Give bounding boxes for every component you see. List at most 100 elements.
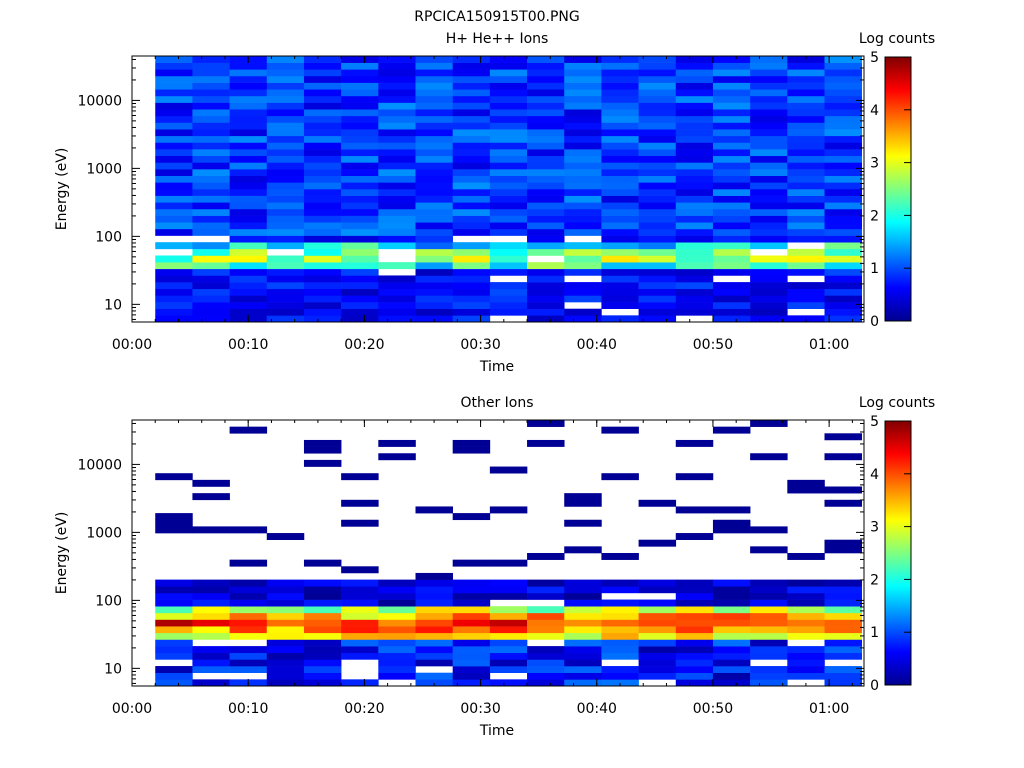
heatmap-cell — [787, 95, 825, 103]
x-tick-label: 00:50 — [693, 701, 733, 717]
heatmap-cell — [601, 315, 639, 323]
heatmap-cells — [155, 420, 862, 687]
heatmap-cell — [787, 248, 825, 256]
heatmap-cell — [564, 646, 602, 654]
heatmap-cell — [787, 486, 825, 494]
heatmap-cell — [638, 169, 677, 176]
heatmap-cell — [787, 75, 825, 83]
heatmap-cell — [452, 149, 491, 157]
heatmap-cell — [415, 75, 453, 83]
heatmap-cell — [229, 619, 268, 627]
heatmap-cell — [750, 189, 788, 196]
heatmap-cell — [601, 579, 639, 587]
heatmap-cell — [229, 189, 268, 196]
heatmap-cell — [452, 175, 491, 183]
heatmap-cell — [638, 308, 677, 316]
heatmap-cell — [527, 235, 565, 243]
heatmap-cell — [601, 222, 639, 230]
heatmap-cell — [303, 62, 342, 70]
heatmap-cell — [415, 195, 453, 203]
heatmap-cell — [675, 182, 714, 190]
heatmap-cell — [192, 95, 230, 103]
heatmap-cell — [415, 315, 453, 323]
heatmap-cell — [675, 82, 714, 90]
heatmap-cell — [638, 626, 677, 634]
heatmap-cell — [601, 626, 639, 634]
heatmap-cell — [675, 288, 714, 296]
heatmap-cell — [155, 639, 193, 647]
heatmap-cell — [787, 109, 825, 117]
heatmap-cell — [266, 155, 305, 163]
heatmap-cell — [489, 82, 528, 90]
heatmap-cell — [564, 129, 602, 137]
heatmap-cell — [192, 75, 230, 83]
heatmap-cell — [787, 288, 825, 296]
heatmap-cell — [155, 215, 193, 223]
heatmap-cell — [601, 189, 639, 196]
heatmap-cell — [452, 62, 491, 70]
heatmap-cell — [341, 268, 379, 276]
heatmap-cell — [415, 646, 453, 654]
heatmap-cell — [787, 302, 825, 309]
heatmap-cell — [638, 659, 677, 667]
heatmap-cell — [303, 606, 342, 614]
heatmap-cell — [415, 56, 453, 63]
heatmap-cell — [155, 69, 193, 77]
heatmap-cell — [712, 646, 751, 654]
heatmap-cell — [341, 129, 379, 137]
heatmap-cell — [601, 275, 639, 283]
heatmap-cell — [824, 632, 862, 640]
heatmap-cell — [155, 315, 193, 323]
heatmap-cell — [601, 95, 639, 103]
heatmap-cell — [489, 202, 528, 210]
colorbar-tick-label: 5 — [870, 414, 879, 430]
heatmap-cell — [675, 282, 714, 290]
heatmap-cell — [303, 559, 342, 567]
heatmap-cell — [266, 592, 305, 600]
heatmap-cell — [341, 182, 379, 190]
heatmap-cell — [787, 612, 825, 620]
y-tick-label: 10 — [104, 297, 122, 313]
heatmap-cell — [750, 632, 788, 640]
heatmap-cell — [675, 533, 714, 540]
heatmap-cell — [266, 288, 305, 296]
heatmap-cell — [266, 89, 305, 97]
heatmap-cell — [155, 62, 193, 70]
heatmap-cell — [266, 282, 305, 290]
heatmap-cell — [527, 553, 565, 560]
heatmap-cell — [675, 295, 714, 303]
colorbar-tick-label: 2 — [870, 208, 879, 224]
heatmap-cell — [638, 652, 677, 660]
heatmap-cell — [341, 288, 379, 296]
heatmap-cell — [527, 82, 565, 90]
heatmap-cell — [638, 619, 677, 627]
heatmap-cell — [675, 586, 714, 594]
heatmap-cell — [527, 89, 565, 97]
heatmap-cell — [378, 102, 416, 110]
heatmap-cell — [155, 115, 193, 123]
heatmap-cell — [601, 169, 639, 176]
heatmap-cell — [192, 679, 230, 687]
heatmap-cell — [824, 242, 862, 250]
heatmap-cell — [378, 626, 416, 634]
heatmap-cell — [155, 592, 193, 600]
heatmap-cell — [675, 149, 714, 157]
heatmap-cell — [712, 115, 751, 123]
heatmap-cell — [675, 275, 714, 283]
heatmap-cell — [378, 579, 416, 587]
heatmap-cell — [638, 102, 677, 110]
heatmap-cell — [452, 513, 491, 521]
heatmap-cell — [378, 228, 416, 236]
heatmap-cell — [452, 672, 491, 680]
heatmap-cell — [378, 308, 416, 316]
heatmap-cell — [155, 666, 193, 673]
heatmap-cell — [341, 235, 379, 243]
heatmap-cell — [415, 275, 453, 283]
heatmap-cell — [303, 56, 342, 63]
heatmap-cell — [452, 626, 491, 634]
heatmap-cell — [341, 162, 379, 170]
heatmap-cell — [229, 82, 268, 90]
heatmap-cell — [787, 268, 825, 276]
heatmap-cell — [489, 129, 528, 137]
heatmap-cell — [192, 308, 230, 316]
